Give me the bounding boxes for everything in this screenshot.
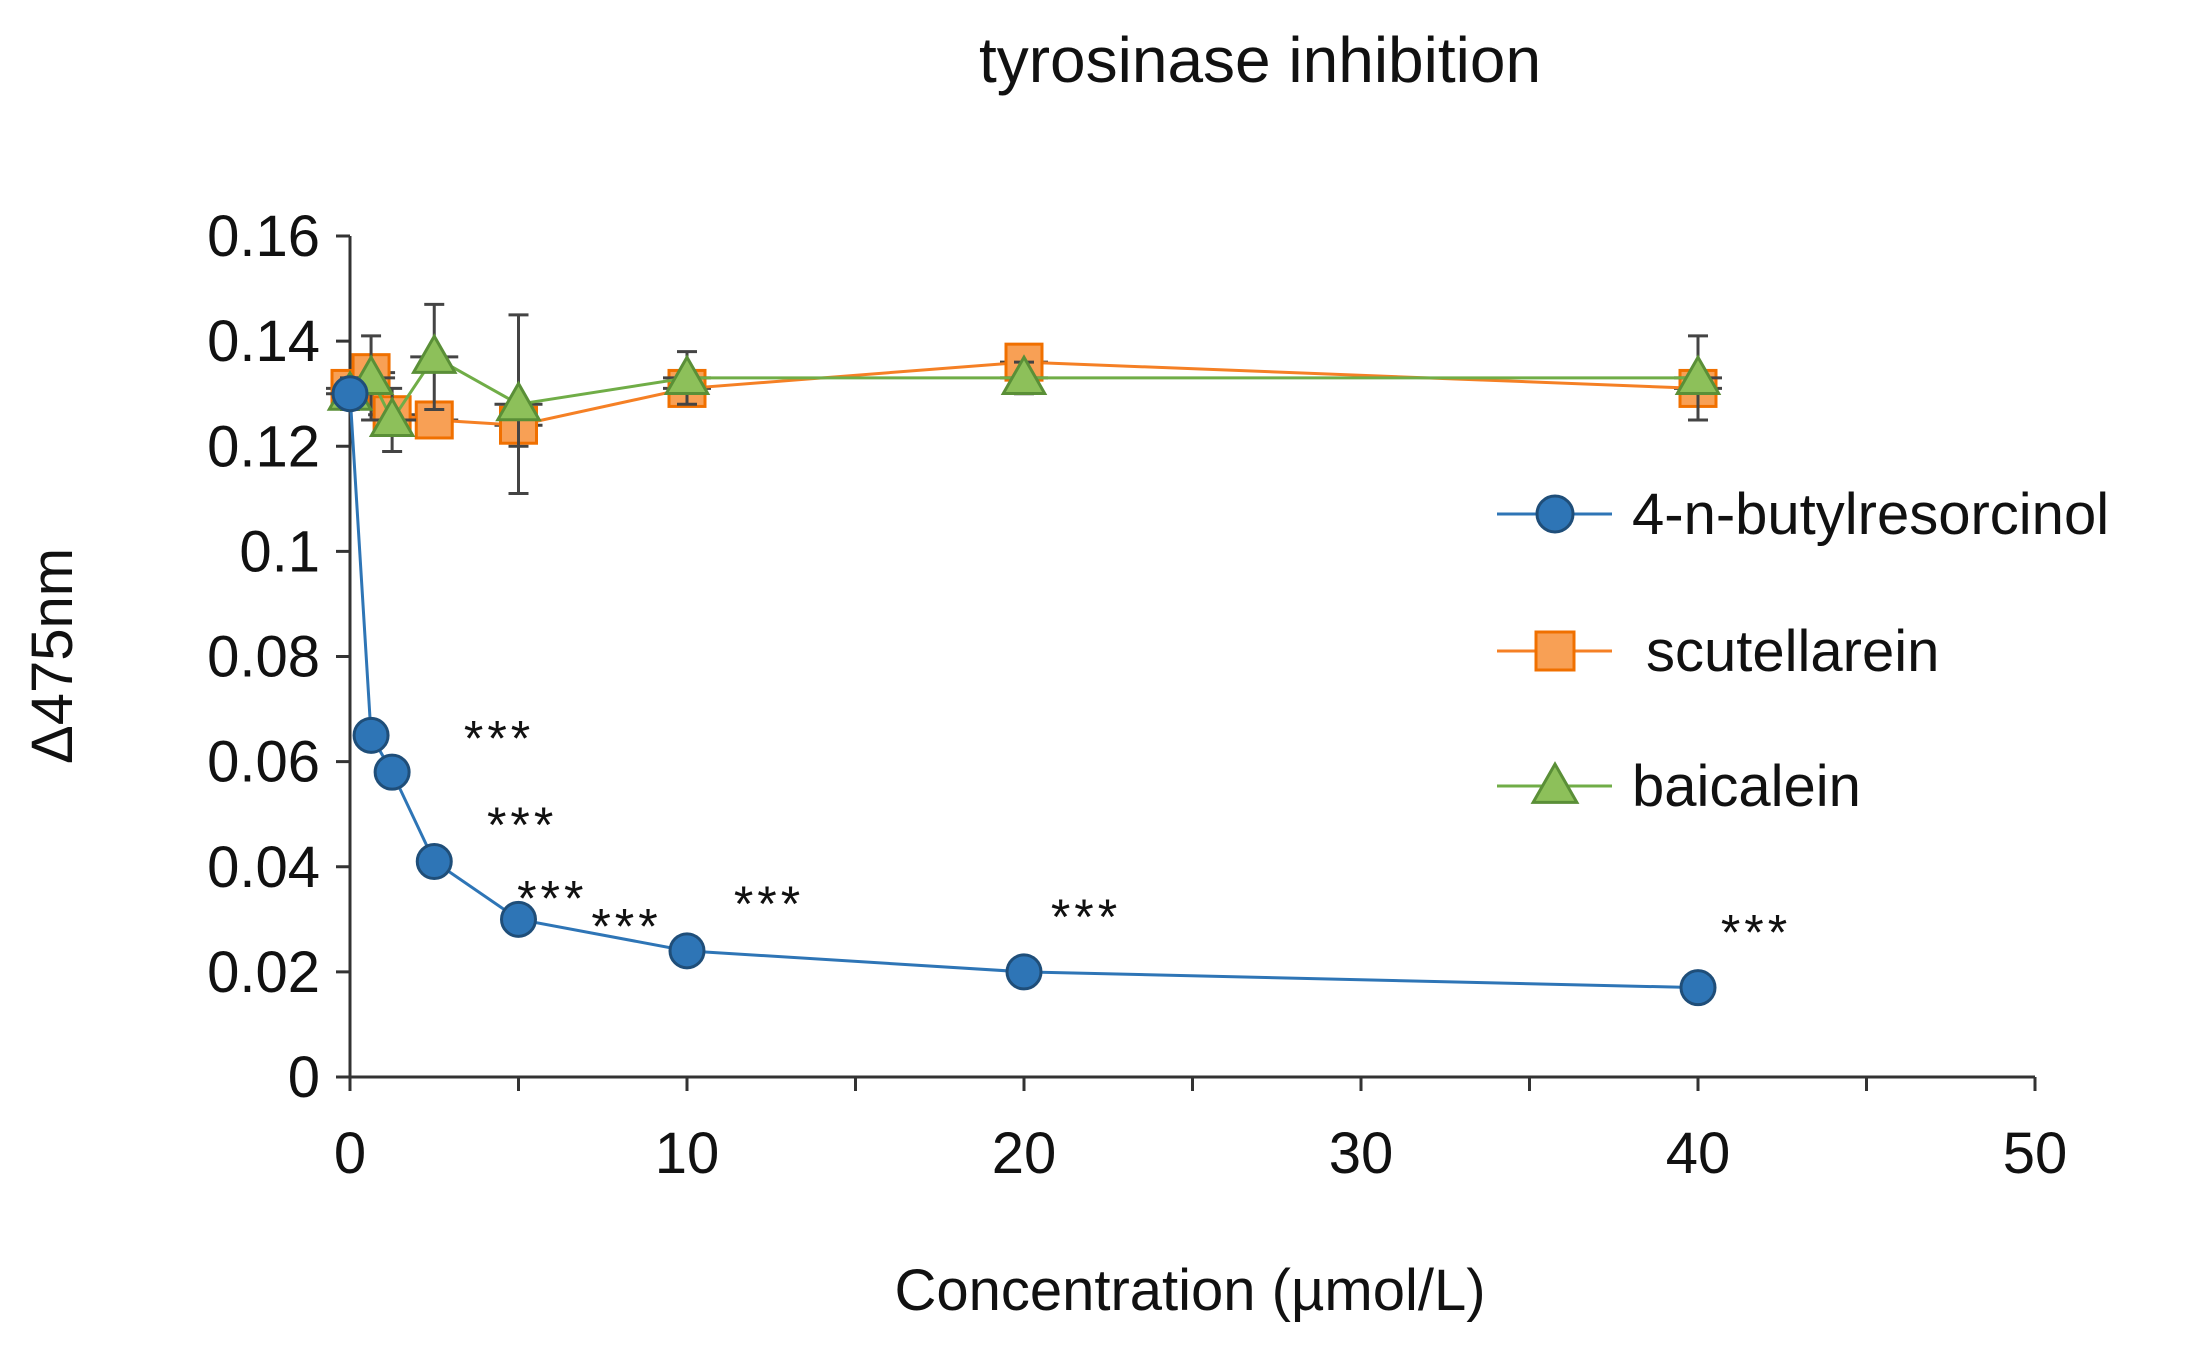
chart-title: tyrosinase inhibition xyxy=(979,24,1541,96)
data-point-4-n-butylresorcinol xyxy=(668,932,706,970)
data-point-4-n-butylresorcinol xyxy=(500,900,537,938)
significance-label: *** xyxy=(734,876,804,932)
legend-marker xyxy=(1530,761,1580,804)
legend-label: baicalein xyxy=(1632,754,1861,819)
series-4-n-butylresorcinol: ********* *** *** *** *** xyxy=(331,375,1791,1007)
x-tick-label: 0 xyxy=(334,1121,366,1186)
legend: 4-n-butylresorcinol scutellarein baicalein xyxy=(1497,482,2109,819)
data-point-4-n-butylresorcinol xyxy=(1005,953,1043,991)
significance-label: *** xyxy=(591,898,661,954)
y-axis-label: Δ475nm xyxy=(20,548,85,764)
legend-marker xyxy=(1535,494,1575,534)
y-tick-label: 0.14 xyxy=(207,309,320,374)
data-point-4-n-butylresorcinol xyxy=(415,842,453,880)
legend-label: scutellarein xyxy=(1646,619,1939,684)
x-axis-label: Concentration (µmol/L) xyxy=(894,1258,1485,1323)
data-point-4-n-butylresorcinol xyxy=(331,375,369,413)
y-tick-label: 0.04 xyxy=(207,835,320,900)
y-tick-label: 0.12 xyxy=(207,414,320,479)
y-tick-label: 0 xyxy=(288,1045,320,1110)
legend-item-4-n-butylresorcinol: 4-n-butylresorcinol xyxy=(1497,482,2109,547)
series-baicalein xyxy=(326,302,1722,496)
data-point-4-n-butylresorcinol xyxy=(1679,969,1717,1007)
data-point-4-n-butylresorcinol xyxy=(373,753,411,791)
legend-label: 4-n-butylresorcinol xyxy=(1632,482,2109,547)
legend-marker xyxy=(1534,630,1576,672)
x-tick-label: 20 xyxy=(992,1121,1057,1186)
x-tick-label: 10 xyxy=(655,1121,720,1186)
data-point-baicalein xyxy=(410,333,458,374)
y-tick-label: 0.08 xyxy=(207,625,320,690)
data-point-baicalein xyxy=(1674,354,1722,395)
data-point-baicalein xyxy=(368,396,416,437)
significance-label: *** xyxy=(1051,889,1121,945)
y-tick-label: 0.1 xyxy=(239,519,320,584)
data-point-baicalein xyxy=(663,354,711,395)
significance-label: *** xyxy=(1721,905,1791,961)
legend-item-baicalein: baicalein xyxy=(1497,754,1861,819)
plot-area: ********* *** *** *** *** xyxy=(326,302,1791,1007)
data-point-baicalein xyxy=(1000,354,1048,395)
data-point-4-n-butylresorcinol xyxy=(352,716,390,754)
significance-label: *** xyxy=(464,710,534,766)
y-tick-label: 0.02 xyxy=(207,940,320,1005)
y-tick-label: 0.06 xyxy=(207,730,320,795)
x-tick-label: 50 xyxy=(2003,1121,2068,1186)
legend-item-scutellarein: scutellarein xyxy=(1497,619,1939,684)
data-point-baicalein xyxy=(495,380,542,422)
significance-label: *** xyxy=(487,797,557,853)
x-tick-label: 30 xyxy=(1329,1121,1394,1186)
x-tick-label: 40 xyxy=(1666,1121,1731,1186)
significance-label: *** xyxy=(517,870,587,926)
y-tick-label: 0.16 xyxy=(207,204,320,269)
axes: 0 0.02 0.04 0.06 0.08 0.1 0.12 0.14 0.16 0 10 20 30 4… xyxy=(207,204,2067,1186)
